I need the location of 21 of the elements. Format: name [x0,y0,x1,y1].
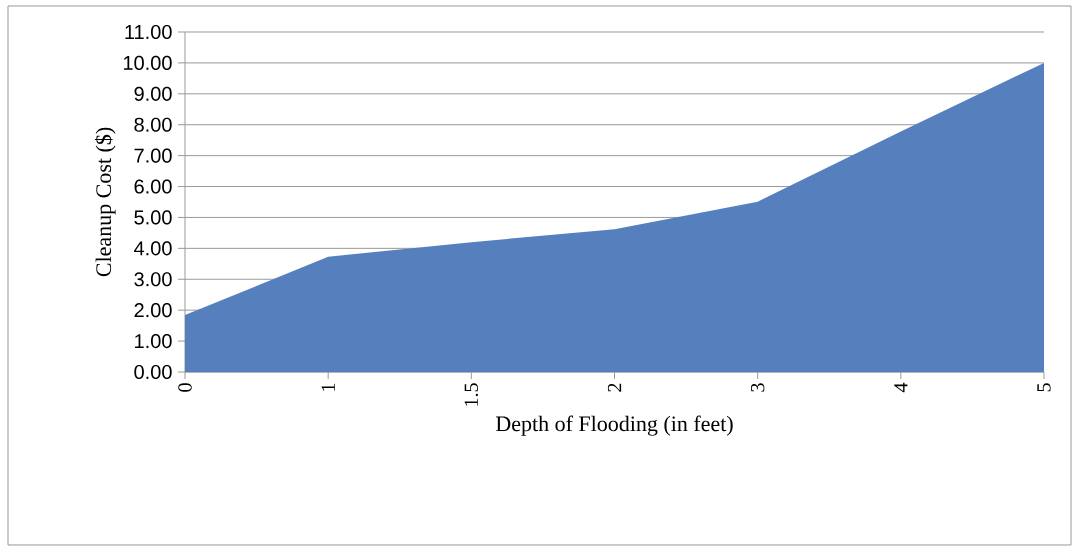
x-tick-label: 4 [894,382,908,393]
y-tick-label: 5.00 [134,210,172,225]
y-tick-label: 10.00 [123,55,172,70]
y-tick-label: 9.00 [134,86,172,101]
x-tick-label: 3 [750,383,765,392]
x-tick-label: 1 [321,383,335,391]
y-tick-label: 6.00 [134,179,172,194]
y-tick-label: 4.00 [134,241,172,256]
y-tick-label: 3.00 [134,272,172,287]
x-tick-label: 2 [607,383,622,392]
y-tick-label: 0.00 [134,364,172,380]
y-tick-label: 11.00 [125,24,172,40]
x-tick-label: 0 [178,383,192,392]
x-tick-label: 1.5 [464,383,479,406]
y-tick-label: 1.00 [135,334,172,349]
y-tick-label: 7.00 [134,148,172,163]
y-axis-title: Cleanup Cost ($) [94,127,116,277]
x-tick-label: 5 [1037,383,1051,392]
y-tick-label: 8.00 [134,117,172,132]
x-axis-title: Depth of Flooding (in feet) [495,415,733,436]
y-tick-label: 2.00 [134,303,172,318]
